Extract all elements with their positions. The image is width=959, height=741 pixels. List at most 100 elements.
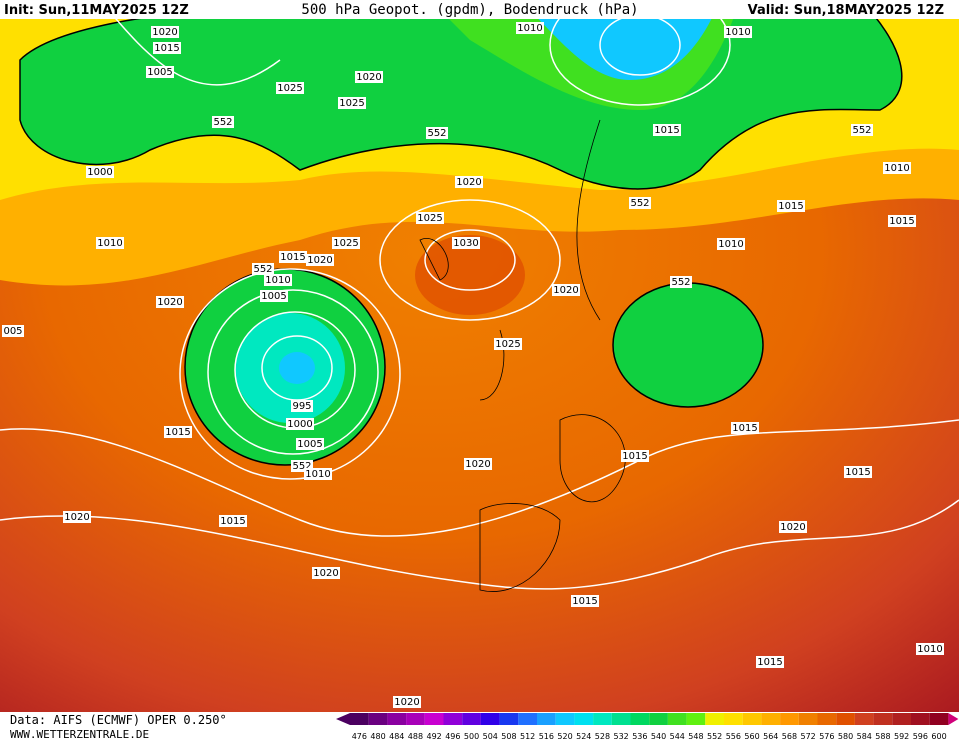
colorbar-swatch	[368, 713, 388, 725]
isobar-label: 552	[213, 117, 232, 128]
colorbar-swatch	[911, 713, 930, 725]
colorbar-swatch	[499, 713, 519, 725]
isobar-label-bg	[670, 276, 692, 288]
isobar-label: 1015	[732, 423, 757, 434]
colorbar-label: 492	[427, 732, 442, 741]
isobar-label: 1005	[147, 67, 172, 78]
colorbar-swatch	[630, 713, 650, 725]
colorbar-label: 580	[838, 732, 853, 741]
isobar-label-bg	[426, 127, 448, 139]
colorbar-swatch	[798, 713, 818, 725]
isobar-label-bg	[164, 426, 192, 438]
isobar-label-bg	[731, 422, 759, 434]
colorbar-label: 576	[819, 732, 834, 741]
colorbar-swatch	[742, 713, 762, 725]
isobar-label-bg	[151, 26, 179, 38]
colorbar-label: 568	[782, 732, 797, 741]
isobar-label-bg	[779, 521, 807, 533]
isobar-label-bg	[393, 696, 421, 708]
isobar-label: 1015	[778, 201, 803, 212]
colorbar-swatch	[649, 713, 668, 725]
colorbar-label: 564	[763, 732, 778, 741]
isobar-label-bg	[264, 274, 292, 286]
isobar-label-bg	[153, 42, 181, 54]
isobar-label: 1010	[718, 239, 743, 250]
colorbar-swatch	[705, 713, 724, 725]
colorbar-label: 488	[408, 732, 423, 741]
colorbar-swatch	[593, 713, 612, 725]
isobar-label-bg	[777, 200, 805, 212]
isobar-label-bg	[494, 338, 522, 350]
isobar-label: 1020	[64, 512, 89, 523]
colorbar-label: 588	[875, 732, 890, 741]
isobar-label: 1010	[265, 275, 290, 286]
isobar-label-bg	[888, 215, 916, 227]
isobar-label: 1020	[157, 297, 182, 308]
colorbar-swatch	[462, 713, 481, 725]
data-source: Data: AIFS (ECMWF) OPER 0.250°	[10, 713, 227, 727]
isobar-label-bg	[252, 263, 274, 275]
colorbar-label: 592	[894, 732, 909, 741]
isobar-label-bg	[724, 26, 752, 38]
isobar-label-bg	[629, 197, 651, 209]
isobar-label: 1030	[453, 238, 478, 249]
isobar-label: 005	[3, 326, 22, 337]
isobars	[0, 0, 959, 589]
isobar-label-bg	[63, 511, 91, 523]
isobar-label-bg	[844, 466, 872, 478]
isobar-label: 1015	[654, 125, 679, 136]
colorbar-label: 512	[520, 732, 535, 741]
colorbar-swatch	[350, 713, 369, 725]
isobar-label: 1010	[97, 238, 122, 249]
colorbar-label: 476	[352, 732, 367, 741]
isobar-label-bg	[916, 643, 944, 655]
colorbar-label: 544	[670, 732, 685, 741]
colorbar-arrow-left	[336, 713, 350, 725]
colorbar-label: 556	[726, 732, 741, 741]
isobar-label-bg	[96, 237, 124, 249]
colorbar-label: 596	[913, 732, 928, 741]
isobar-label: 1005	[297, 439, 322, 450]
colorbar-label: 536	[632, 732, 647, 741]
isobar-label-bg	[452, 237, 480, 249]
isobar-label-bg	[516, 22, 544, 34]
colorbar-swatch	[724, 713, 743, 725]
colorbar-swatch	[611, 713, 631, 725]
band-520	[520, 0, 720, 80]
isobar-label-bg	[851, 124, 873, 136]
isobar-labels: 1020 1015 1005 1025 1025 1020 1010 1010 1015 552 5…	[2, 22, 944, 708]
isobar-label: 1015	[757, 657, 782, 668]
isobar-label-bg	[717, 238, 745, 250]
colorbar-swatch	[929, 713, 949, 725]
colorbar-swatch	[780, 713, 799, 725]
isobar-label: 1015	[845, 467, 870, 478]
init-label: Init: Sun,11MAY2025 12Z	[4, 3, 189, 18]
colorbar-label: 600	[931, 732, 946, 741]
isobar-label-bg	[883, 162, 911, 174]
isobar-label-bg	[219, 515, 247, 527]
colorbar-label: 520	[557, 732, 572, 741]
colorbar-swatch	[443, 713, 463, 725]
isobar-label: 1025	[495, 339, 520, 350]
isobar-label-bg	[212, 116, 234, 128]
colorbar-label: 584	[857, 732, 872, 741]
isobar-label-bg	[276, 82, 304, 94]
isobar-label: 1025	[277, 83, 302, 94]
isobar-label-bg	[332, 237, 360, 249]
isobar-label: 1020	[152, 27, 177, 38]
colorbar-swatch	[406, 713, 425, 725]
isobar-label: 552	[292, 461, 311, 472]
colorbar-label: 540	[651, 732, 666, 741]
low-europe	[612, 282, 764, 408]
isobar-label: 1010	[884, 163, 909, 174]
isobar-label-bg	[86, 166, 114, 178]
colorbar-swatch	[667, 713, 687, 725]
isobar-label: 1010	[725, 27, 750, 38]
isobar-label: 552	[852, 125, 871, 136]
isobar-label-bg	[291, 400, 313, 412]
isobar-label: 1005	[261, 291, 286, 302]
colorbar-swatch	[537, 713, 556, 725]
low-center	[279, 352, 315, 384]
isobar-label: 1020	[553, 285, 578, 296]
colorbar-swatch	[873, 713, 893, 725]
